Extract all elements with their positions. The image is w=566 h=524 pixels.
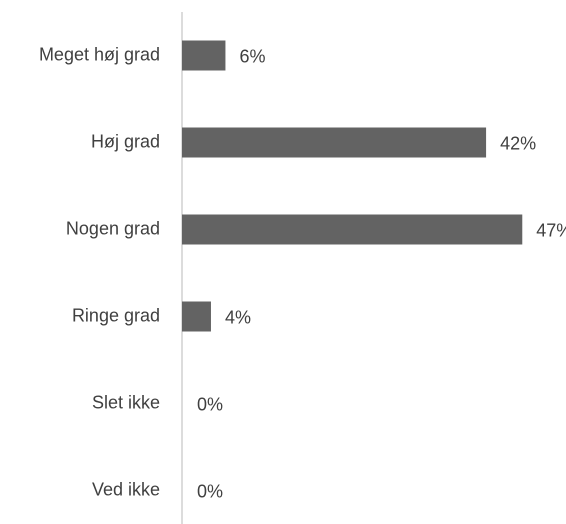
bar [182, 40, 226, 71]
y-tick-label: Ringe grad [72, 305, 160, 325]
value-label: 6% [239, 46, 265, 66]
y-tick-label: Meget høj grad [39, 44, 160, 64]
y-tick-label: Slet ikke [92, 392, 160, 412]
bar [182, 127, 487, 158]
value-label: 0% [197, 481, 223, 501]
value-label: 0% [197, 394, 223, 414]
y-tick-label: Høj grad [91, 131, 160, 151]
bar [182, 301, 211, 332]
y-tick-label: Ved ikke [92, 479, 160, 499]
value-label: 4% [225, 307, 251, 327]
value-label: 47% [536, 220, 566, 240]
value-label: 42% [500, 133, 536, 153]
bar [182, 214, 523, 245]
y-tick-label: Nogen grad [66, 218, 160, 238]
